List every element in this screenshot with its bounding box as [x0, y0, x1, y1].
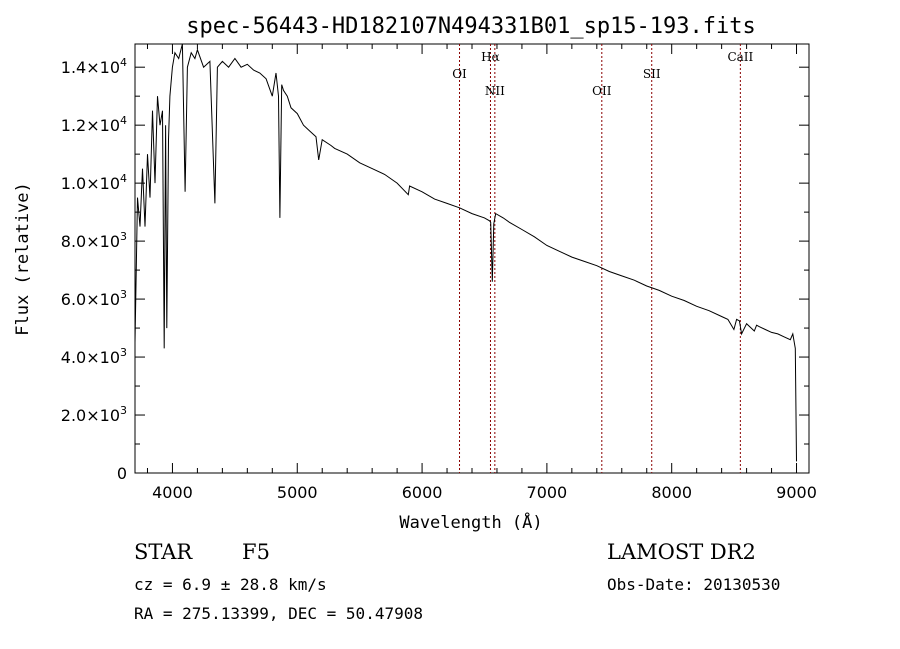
marker-label: Hα — [481, 50, 500, 64]
y-tick-label: 1.2×104 — [61, 114, 127, 135]
y-tick-label: 2.0×103 — [61, 404, 127, 425]
spectrum-line — [134, 43, 797, 462]
y-axis-label: Flux (relative) — [13, 182, 33, 336]
y-tick-label: 4.0×103 — [61, 346, 127, 367]
spectral-line-markers: OI Hα NII OII SII CaII — [452, 44, 754, 473]
x-tick-label: 6000 — [402, 483, 443, 502]
marker-label: NII — [485, 84, 505, 98]
x-axis: 4000 5000 6000 7000 8000 9000 — [146, 44, 817, 502]
x-tick-label: 8000 — [651, 483, 692, 502]
chart-title: spec-56443-HD182107N494331B01_sp15-193.f… — [186, 14, 756, 39]
object-class: STAR — [134, 540, 193, 564]
y-tick-label: 6.0×103 — [61, 288, 127, 309]
subclass: F5 — [242, 540, 270, 564]
x-tick-label: 9000 — [776, 483, 817, 502]
y-axis: 0 2.0×103 4.0×103 6.0×103 8.0×103 1.0×104 1.2×… — [61, 56, 809, 483]
x-tick-label: 4000 — [152, 483, 193, 502]
marker-label: OII — [592, 84, 612, 98]
survey-name: LAMOST DR2 — [607, 540, 756, 564]
y-tick-label: 0 — [117, 464, 127, 483]
x-tick-label: 7000 — [527, 483, 568, 502]
obs-date: Obs-Date: 20130530 — [607, 575, 781, 594]
y-tick-label: 8.0×103 — [61, 230, 127, 251]
redshift-info: cz = 6.9 ± 28.8 km/s — [134, 575, 327, 594]
marker-label: SII — [643, 67, 661, 81]
coordinates: RA = 275.13399, DEC = 50.47908 — [134, 604, 423, 623]
marker-label: CaII — [727, 50, 753, 64]
marker-label: OI — [452, 67, 467, 81]
x-tick-label: 5000 — [277, 483, 318, 502]
y-tick-label: 1.0×104 — [61, 172, 127, 193]
x-axis-label: Wavelength (Å) — [399, 511, 542, 533]
plot-frame — [134, 43, 810, 474]
y-tick-label: 1.4×104 — [61, 56, 127, 77]
